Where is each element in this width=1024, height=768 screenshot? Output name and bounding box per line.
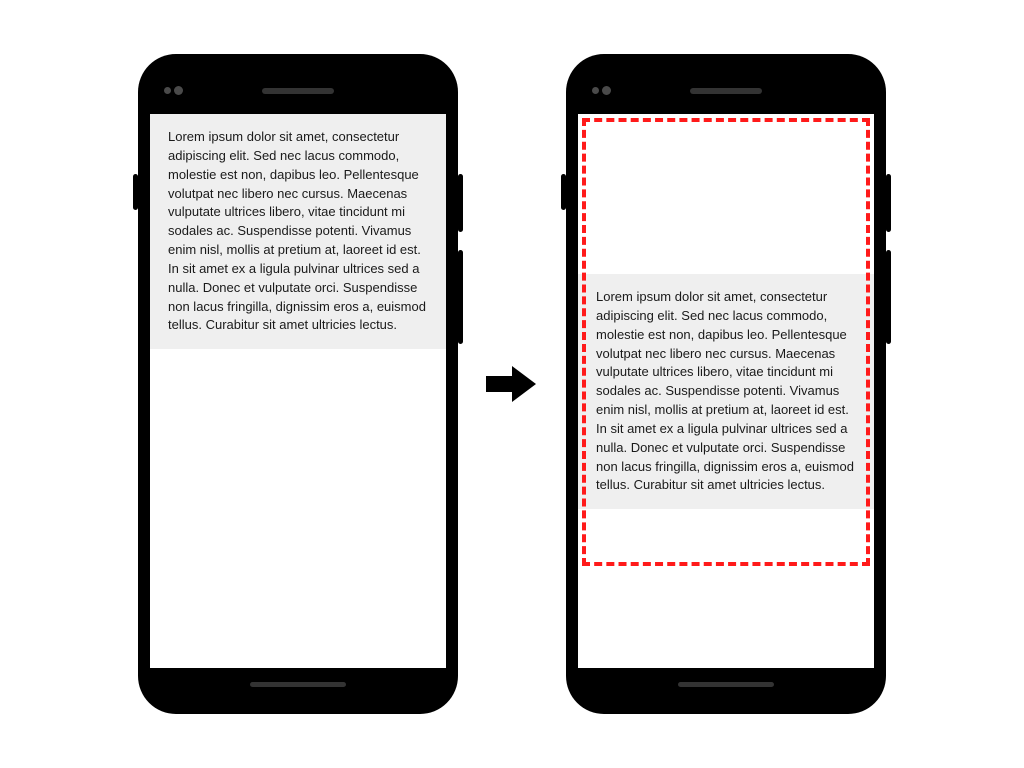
earpiece-icon xyxy=(262,88,334,94)
arrow-right-icon xyxy=(486,364,538,404)
content-text-block: Lorem ipsum dolor sit amet, consectetur … xyxy=(578,274,874,509)
phone-side-button xyxy=(458,250,463,344)
phone-bottom-bezel xyxy=(150,668,446,702)
phone-side-button xyxy=(561,174,566,210)
body-text: Lorem ipsum dolor sit amet, consectetur … xyxy=(596,289,854,492)
content-text-block: Lorem ipsum dolor sit amet, consectetur … xyxy=(150,114,446,349)
phone-bottom-bezel xyxy=(578,668,874,702)
phone-screen: Lorem ipsum dolor sit amet, consectetur … xyxy=(150,114,446,668)
home-indicator-icon xyxy=(678,682,774,687)
phone-side-button xyxy=(886,174,891,232)
camera-dot-icon xyxy=(592,87,599,94)
camera-dot-icon xyxy=(602,86,611,95)
phone-side-button xyxy=(458,174,463,232)
layout-comparison-diagram: Lorem ipsum dolor sit amet, consectetur … xyxy=(138,54,886,714)
phone-top-bezel xyxy=(150,66,446,114)
home-indicator-icon xyxy=(250,682,346,687)
phone-bezel: Lorem ipsum dolor sit amet, consectetur … xyxy=(150,66,446,702)
camera-dot-icon xyxy=(174,86,183,95)
body-text: Lorem ipsum dolor sit amet, consectetur … xyxy=(168,129,426,332)
camera-dot-icon xyxy=(164,87,171,94)
phone-side-button xyxy=(133,174,138,210)
earpiece-icon xyxy=(690,88,762,94)
phone-screen: Lorem ipsum dolor sit amet, consectetur … xyxy=(578,114,874,668)
phone-mockup-after: Lorem ipsum dolor sit amet, consectetur … xyxy=(566,54,886,714)
phone-top-bezel xyxy=(578,66,874,114)
phone-side-button xyxy=(886,250,891,344)
phone-mockup-before: Lorem ipsum dolor sit amet, consectetur … xyxy=(138,54,458,714)
phone-bezel: Lorem ipsum dolor sit amet, consectetur … xyxy=(578,66,874,702)
